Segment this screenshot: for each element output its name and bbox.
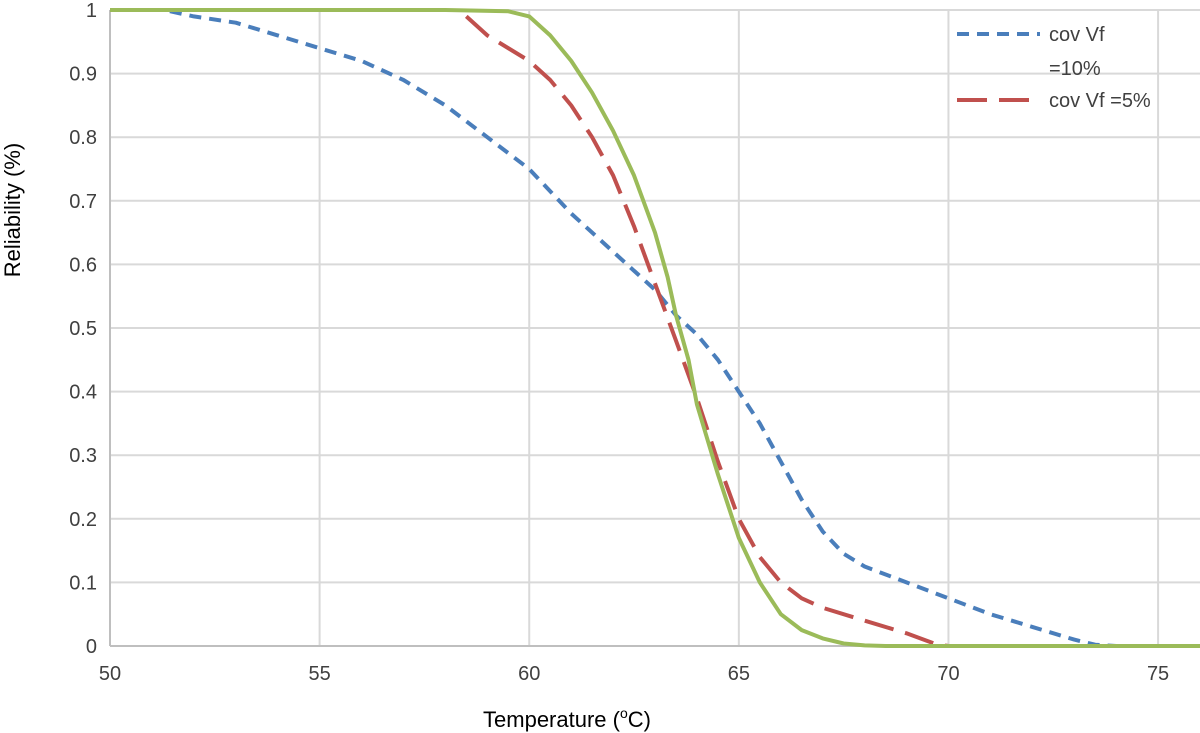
x-tick-label: 60 [518,663,540,685]
series-line-2 [110,8,1200,648]
y-tick-label: 0.9 [69,64,97,86]
series-lines [110,8,1200,648]
y-tick-label: 0.6 [69,254,97,276]
y-tick-label: 0.8 [69,127,97,149]
y-tick-label: 1 [86,0,97,22]
y-tick-label: 0.3 [69,445,97,467]
x-axis-title: Temperature (oC) [483,705,651,732]
legend: cov Vf =10% cov Vf =5% [957,24,1151,112]
y-tick-label: 0 [86,636,97,658]
y-tick-label: 0.7 [69,191,97,213]
y-tick-label: 0.4 [69,382,97,404]
legend-label-0: =10% [1049,58,1101,80]
y-tick-label: 0.2 [69,509,97,531]
x-tick-label: 75 [1147,663,1169,685]
x-tick-label: 65 [728,663,750,685]
legend-label-1: cov Vf =5% [1049,90,1151,112]
grid-lines [110,9,1200,646]
x-tick-label: 70 [937,663,959,685]
legend-label-0: cov Vf [1049,24,1105,46]
y-tick-label: 0.1 [69,572,97,594]
series-line-1 [464,14,949,648]
x-tick-label: 50 [99,663,121,685]
x-tick-label: 55 [308,663,330,685]
y-tick-label: 0.5 [69,318,97,340]
tick-labels: 0 0.1 0.2 0.3 0.4 0.5 0.6 0.7 0.8 0.9 1 50 55 60 65 70 7… [69,0,1169,685]
y-axis-title: Reliability (%) [0,143,25,277]
